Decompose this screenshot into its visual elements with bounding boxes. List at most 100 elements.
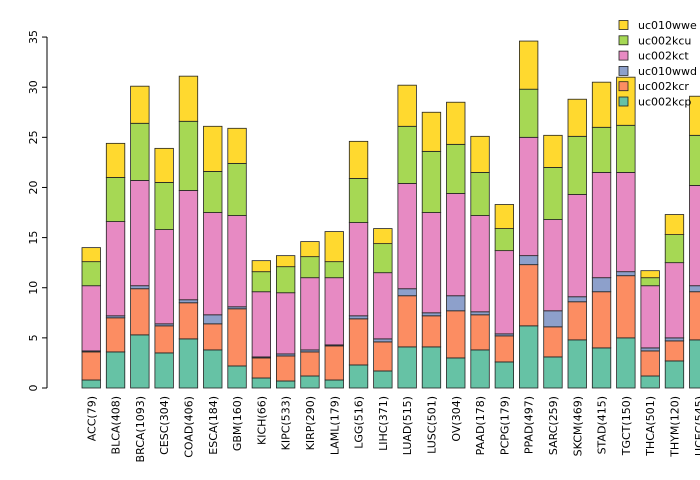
- bar-segment: [591, 291, 612, 349]
- bar-segment: [616, 172, 636, 273]
- y-tick-label: 35: [27, 30, 40, 44]
- legend-label: uc010wwd: [638, 65, 697, 78]
- bar-segment: [689, 185, 700, 287]
- y-tick-label: 30: [27, 80, 40, 94]
- bar-segment: [300, 351, 320, 377]
- bar-segment: [227, 365, 247, 389]
- bar-segment: [470, 172, 490, 216]
- bar-segment: [105, 221, 126, 317]
- legend-swatch: [618, 50, 629, 61]
- bar-segment: [519, 264, 539, 327]
- bar-segment: [494, 335, 515, 363]
- legend-label: uc002kct: [638, 50, 689, 63]
- bars: [81, 40, 700, 389]
- bar-segment: [227, 308, 247, 367]
- legend-label: uc010wwe: [638, 19, 697, 32]
- legend-swatch: [618, 35, 629, 46]
- x-tick-label: LUAD(515): [401, 396, 414, 455]
- x-tick-label: THCA(501): [644, 396, 657, 457]
- bar-segment: [519, 325, 539, 389]
- bar-segment: [640, 347, 660, 352]
- bar-segment: [251, 377, 272, 389]
- bar-segment: [640, 277, 660, 287]
- bar-segment: [664, 214, 685, 235]
- bar-segment: [203, 212, 223, 316]
- y-tick-label: 15: [27, 231, 40, 245]
- bar-segment: [567, 301, 587, 341]
- bar-segment: [543, 167, 563, 220]
- bar-segment: [178, 302, 199, 340]
- bar-segment: [494, 228, 515, 252]
- bar-segment: [567, 296, 587, 303]
- bar-segment: [203, 314, 223, 325]
- bar-segment: [640, 270, 660, 279]
- bar-segment: [640, 285, 660, 349]
- bar-segment: [81, 247, 101, 263]
- bar-segment: [348, 364, 369, 389]
- bar-segment: [640, 350, 660, 377]
- bar-segment: [154, 182, 174, 230]
- bar-segment: [105, 317, 126, 353]
- bar-segment: [591, 81, 612, 128]
- bar-segment: [130, 285, 150, 290]
- bar-segment: [397, 295, 417, 348]
- bar-segment: [591, 126, 612, 173]
- bar-segment: [348, 222, 369, 317]
- bar-segment: [446, 295, 466, 312]
- bar-segment: [397, 84, 417, 127]
- bar-segment: [470, 314, 490, 351]
- bar-segment: [275, 380, 296, 389]
- y-tick-label: 10: [27, 281, 40, 295]
- bar-segment: [130, 334, 150, 389]
- bar-segment: [275, 292, 296, 355]
- bar-segment: [324, 261, 344, 279]
- bar-segment: [251, 357, 272, 379]
- bar-segment: [519, 40, 539, 90]
- bar-segment: [324, 277, 344, 346]
- x-tick-label: KIRP(290): [304, 396, 317, 450]
- bar-segment: [616, 275, 636, 339]
- y-tick-label: 20: [27, 180, 40, 194]
- bar-segment: [421, 150, 442, 213]
- x-tick-label: LIHC(371): [377, 396, 390, 451]
- x-tick-label: BLCA(408): [110, 396, 123, 454]
- bar-segment: [421, 212, 442, 314]
- bar-segment: [470, 215, 490, 313]
- bar-segment: [81, 379, 101, 389]
- bar-segment: [421, 111, 442, 152]
- bar-segment: [421, 315, 442, 348]
- bar-segment: [616, 271, 636, 277]
- bar-segment: [203, 349, 223, 389]
- legend-label: uc002kcp: [638, 96, 691, 109]
- y-axis: 0 5 10 15 20 25 30 35: [27, 30, 48, 392]
- x-tick-label: KIPC(533): [280, 396, 293, 450]
- bar-segment: [446, 357, 466, 389]
- bar-segment: [689, 339, 700, 389]
- bar-segment: [689, 134, 700, 186]
- bar-segment: [324, 345, 344, 381]
- bar-segment: [130, 122, 150, 181]
- bar-segment: [373, 338, 393, 343]
- bar-segment: [105, 142, 126, 178]
- x-tick-label: STAD(415): [596, 396, 609, 454]
- bar-segment: [373, 228, 393, 245]
- bar-segment: [519, 136, 539, 257]
- legend-label: uc002kcr: [638, 80, 689, 93]
- x-tick-label: THYM(120): [668, 396, 681, 458]
- bar-segment: [689, 285, 700, 293]
- bar-segment: [130, 288, 150, 336]
- legend-swatch: [618, 20, 629, 30]
- bar-segment: [446, 310, 466, 359]
- x-tick-label: GBM(160): [231, 396, 244, 451]
- bar-segment: [664, 340, 685, 362]
- bar-segment: [543, 310, 563, 328]
- bar-segment: [373, 272, 393, 340]
- x-tick-label: TGCT(150): [620, 396, 633, 456]
- bar-segment: [373, 370, 393, 389]
- legend-swatch: [618, 81, 629, 92]
- x-axis: ACC(79) BLCA(408) BRCA(1093) CESC(304) COAD(…: [85, 396, 700, 462]
- bar-segment: [664, 234, 685, 264]
- bar-segment: [300, 241, 320, 258]
- bar-segment: [494, 361, 515, 389]
